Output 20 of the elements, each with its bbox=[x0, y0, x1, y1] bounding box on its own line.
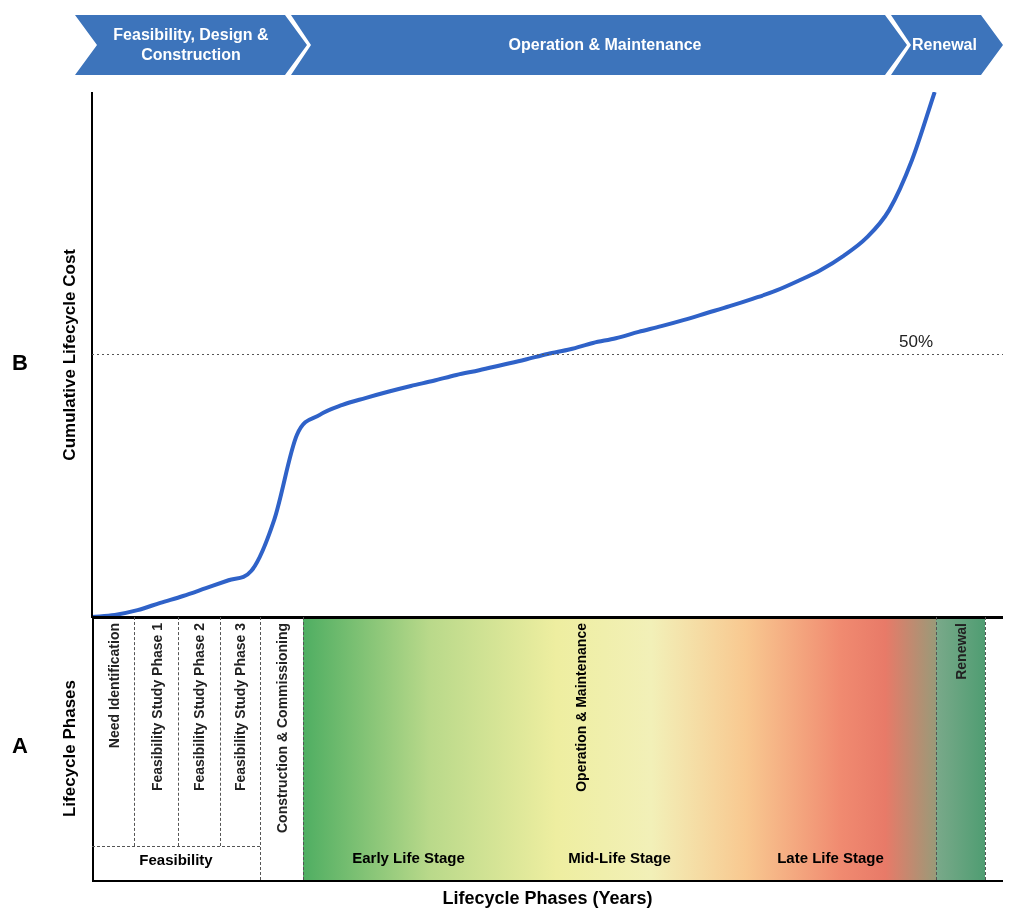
text: Renewal bbox=[911, 35, 978, 55]
text: Construction & Commissioning bbox=[273, 623, 290, 833]
ref-line-label: 50% bbox=[898, 331, 933, 351]
text: Operation & Maintenance bbox=[507, 35, 703, 55]
text: Need Identification bbox=[106, 623, 122, 749]
text: Early Life Stage bbox=[351, 849, 466, 866]
text: Feasibility Study Phase 1 bbox=[149, 623, 165, 792]
text: Lifecycle Phases bbox=[60, 679, 80, 818]
text: Renewal bbox=[952, 623, 969, 680]
text: B bbox=[12, 350, 28, 376]
text: Mid-Life Stage bbox=[567, 849, 672, 866]
text: Late Life Stage bbox=[776, 849, 885, 866]
text: Operation & Maintenance bbox=[572, 623, 590, 792]
text: Feasibility Study Phase 2 bbox=[191, 623, 207, 792]
text: Feasibility bbox=[138, 851, 214, 868]
text: Lifecycle Phases (Years) bbox=[441, 888, 654, 909]
y-axis-title: Cumulative Lifecycle Cost bbox=[60, 248, 80, 461]
text: Feasibility Study Phase 3 bbox=[232, 623, 248, 792]
text: A bbox=[12, 733, 28, 759]
text: Feasibility, Design & Construction bbox=[112, 25, 270, 65]
